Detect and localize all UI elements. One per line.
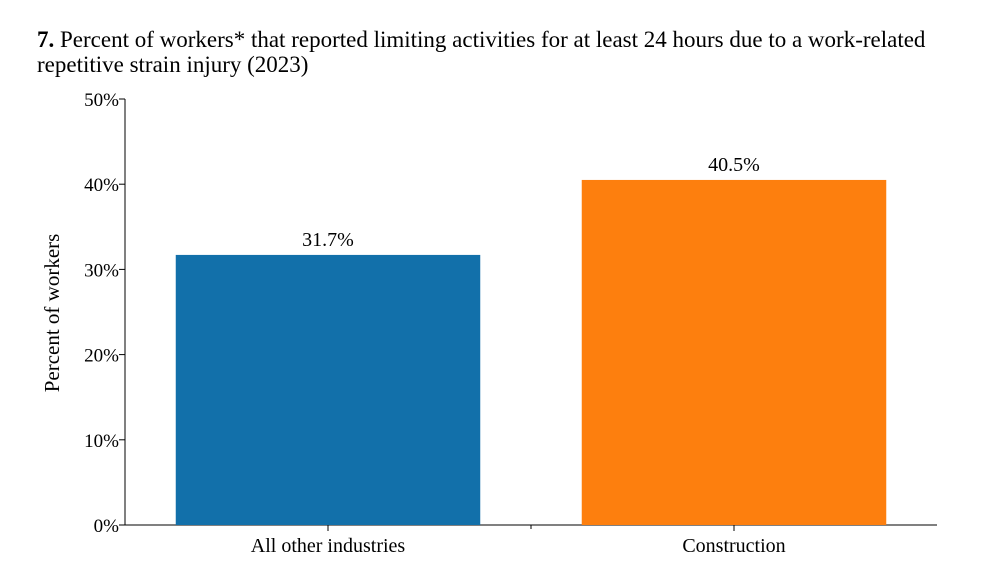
y-axis-label: Percent of workers — [40, 234, 64, 393]
bar — [175, 254, 481, 525]
bar-value-label: 31.7% — [302, 229, 354, 251]
y-tick-label: 40% — [84, 175, 119, 196]
bar-value-label: 40.5% — [708, 154, 760, 176]
y-tick-label: 10% — [84, 431, 119, 452]
chart-title: 7. Percent of workers* that reported lim… — [37, 27, 967, 77]
bar — [581, 179, 887, 525]
y-tick-label: 30% — [84, 260, 119, 281]
chart-title-text: Percent of workers* that reported limiti… — [37, 27, 926, 77]
chart-number: 7. — [37, 27, 55, 52]
plot-area: 0% 10% 20% 30% 40% 50% 31.7% All other industri… — [84, 90, 937, 557]
x-tick-label: Construction — [682, 535, 785, 557]
y-tick-label: 0% — [94, 516, 120, 537]
y-tick-label: 50% — [84, 90, 119, 111]
y-tick-label: 20% — [84, 346, 119, 367]
x-tick-label: All other industries — [251, 535, 406, 557]
